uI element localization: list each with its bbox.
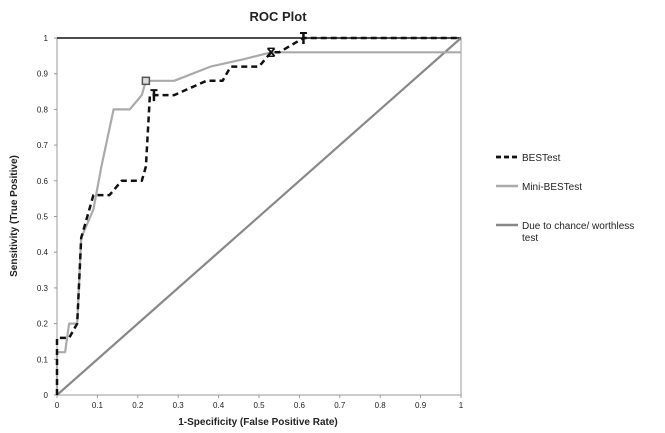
- series-line-due-to-chance-worthless-test: [56, 37, 462, 396]
- y-tick-label: 0: [44, 391, 49, 400]
- x-tick-label: 0.4: [213, 401, 225, 410]
- x-tick-label: 0: [55, 401, 60, 410]
- x-axis-label: 1-Specificity (False Positive Rate): [178, 417, 338, 428]
- marker-bestest-bar: [150, 89, 158, 102]
- y-axis-label: Sensitivity (True Positive): [9, 155, 20, 277]
- y-tick-label: 0.6: [37, 177, 49, 186]
- y-tick-label: 0.2: [37, 320, 49, 329]
- x-tick-label: 0.5: [253, 401, 265, 410]
- chart-title: ROC Plot: [249, 9, 307, 24]
- legend-label-due-to-chance-worthless-test: Due to chance/ worthless test: [522, 221, 634, 244]
- y-tick-label: 0.1: [37, 355, 49, 364]
- y-tick-label: 0.4: [37, 248, 49, 257]
- x-tick-label: 0.2: [132, 401, 144, 410]
- y-tick-label: 0.3: [37, 284, 49, 293]
- x-tick-label: 0.8: [375, 401, 387, 410]
- y-tick-label: 0.7: [37, 141, 49, 150]
- y-tick-label: 0.8: [37, 105, 49, 114]
- y-tick-label: 1: [44, 34, 49, 43]
- x-tick-label: 0.1: [92, 401, 104, 410]
- x-tick-label: 0.7: [334, 401, 346, 410]
- x-axis-ticks: 0 0.1 0.2 0.3 0.4 0.5 0.6 0.7 0.8 0.9 1: [55, 395, 464, 410]
- y-tick-label: 0.9: [37, 70, 49, 79]
- series-line-bestest: [55, 36, 461, 395]
- legend: BESTest Mini-BESTest Due to chance/ worthl…: [496, 153, 634, 244]
- series-line-mini-bestest: [55, 51, 461, 395]
- x-tick-label: 1: [459, 401, 464, 410]
- x-tick-label: 0.3: [173, 401, 185, 410]
- x-tick-label: 0.6: [294, 401, 306, 410]
- legend-label-bestest: BESTest: [522, 153, 561, 164]
- y-axis-ticks: 0 0.1 0.2 0.3 0.4 0.5 0.6 0.7 0.8 0.9 1: [37, 34, 57, 400]
- marker-mini-bestest-square: [141, 76, 151, 86]
- marker-bestest-bar: [299, 32, 307, 44]
- y-tick-label: 0.5: [37, 213, 49, 222]
- marker-bestest-x: [266, 47, 276, 57]
- marker-layer: [141, 32, 307, 102]
- legend-label-mini-bestest: Mini-BESTest: [522, 182, 582, 193]
- series-layer: [55, 36, 462, 396]
- x-tick-label: 0.9: [415, 401, 427, 410]
